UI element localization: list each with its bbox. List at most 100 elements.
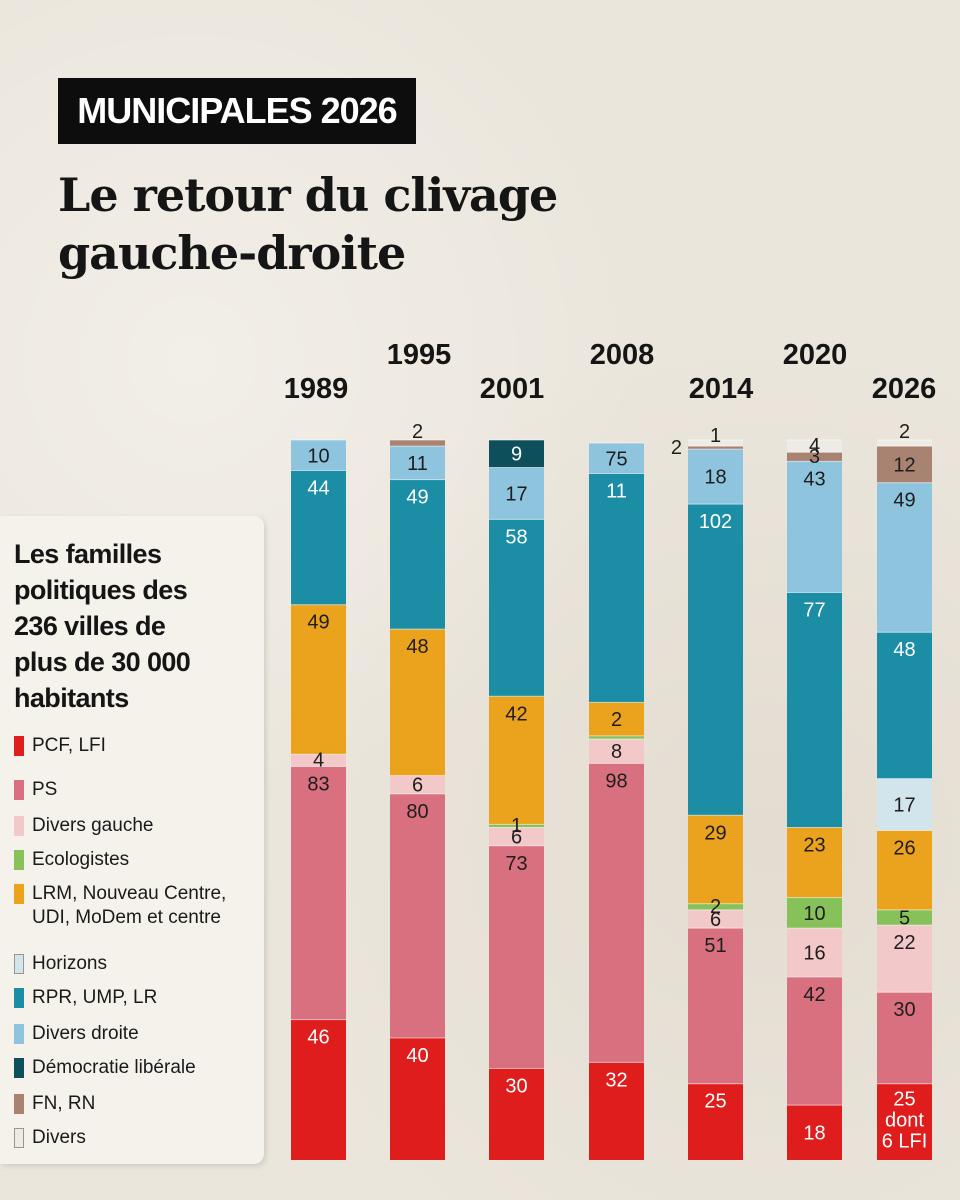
data-label: 26 <box>893 838 915 860</box>
data-label: 6 <box>511 827 522 849</box>
data-label: 29 <box>704 822 726 844</box>
data-label: 4 <box>809 435 820 457</box>
data-label: 30 <box>505 1075 527 1097</box>
bar-segment <box>589 702 644 736</box>
data-label: dont <box>885 1110 924 1132</box>
data-label: 2 <box>671 437 682 459</box>
legend-swatch <box>14 988 24 1008</box>
data-label: 2 <box>412 421 423 443</box>
data-label: 23 <box>803 834 825 856</box>
bar-segment <box>589 1062 644 1160</box>
bar-segment <box>589 738 644 764</box>
data-label: 48 <box>406 636 428 658</box>
kicker-banner: MUNICIPALES 2026 <box>58 78 416 144</box>
data-label: 102 <box>699 511 732 533</box>
data-label: 77 <box>803 600 825 622</box>
bar-segment <box>390 629 445 776</box>
legend-title-line: Les familles <box>14 539 162 569</box>
legend-swatch <box>14 850 24 870</box>
year-label: 2001 <box>480 373 545 405</box>
data-label: 30 <box>893 999 915 1021</box>
legend-card: Les familles politiques des 236 villes d… <box>0 516 264 1164</box>
data-label: 10 <box>803 903 825 925</box>
bar-segment <box>291 604 346 755</box>
legend-title-line: habitants <box>14 683 129 713</box>
bar-segment <box>390 1037 445 1160</box>
bar-segment <box>877 925 932 993</box>
bar-segment <box>688 440 743 447</box>
title-line-2: gauche-droite <box>58 226 406 280</box>
data-label: 42 <box>505 703 527 725</box>
data-label: 80 <box>406 801 428 823</box>
data-label: 6 <box>710 909 721 931</box>
legend-label: Horizons <box>32 953 107 974</box>
bar-segment <box>787 1105 842 1160</box>
bar-segment <box>688 815 743 904</box>
bar-segment <box>291 1019 346 1160</box>
legend-title-line: 236 villes de <box>14 611 166 641</box>
year-label: 2008 <box>590 339 655 371</box>
bar-segment <box>787 976 842 1106</box>
legend-title-line: plus de 30 000 <box>14 647 191 677</box>
data-label: 9 <box>511 444 522 466</box>
data-label: 2 <box>899 421 910 443</box>
legend-label: FN, RN <box>32 1093 96 1114</box>
bar-segment <box>489 440 544 468</box>
bar-segment <box>688 903 743 910</box>
bar-segment <box>291 754 346 767</box>
data-label: 46 <box>307 1027 329 1049</box>
legend-label: Divers droite <box>32 1023 139 1044</box>
bar-column-1989: 1989 46 834 49 44 10 <box>284 373 348 1160</box>
legend-label-line: UDI, MoDem et centre <box>32 907 221 928</box>
year-label: 2014 <box>689 373 754 405</box>
year-label: 1995 <box>387 339 452 371</box>
legend-list: PCF, LFI PS Divers gauche Ecologistes LRM, N… <box>0 516 264 1164</box>
legend-title: Les familles politiques des 236 villes d… <box>14 536 254 716</box>
data-label: 48 <box>893 639 915 661</box>
bar-segment <box>877 992 932 1084</box>
title-line-1: Le retour du clivage <box>58 168 558 222</box>
legend-swatch <box>14 1094 24 1114</box>
bar-segment <box>390 446 445 480</box>
year-label: 2020 <box>783 339 848 371</box>
legend-label: Démocratie libérale <box>32 1057 196 1078</box>
data-label: 3 <box>809 446 820 468</box>
bar-segment <box>688 504 743 816</box>
bar-segment <box>390 775 445 794</box>
bar-segment <box>877 778 932 831</box>
data-label: 1 <box>710 425 721 447</box>
legend-label: LRM, Nouveau Centre, UDI, MoDem et centre <box>32 882 262 930</box>
bar-segment <box>489 1068 544 1160</box>
data-label: 42 <box>803 984 825 1006</box>
bar-segment <box>688 449 743 505</box>
bar-segment <box>688 1083 743 1160</box>
page-title: Le retour du clivage gauche-droite <box>58 166 678 282</box>
data-label: 18 <box>704 467 726 489</box>
bar-segment <box>489 467 544 520</box>
bar-segment <box>877 830 932 910</box>
data-label: 49 <box>406 487 428 509</box>
bar-segment <box>787 897 842 929</box>
data-label: 6 LFI <box>882 1131 928 1153</box>
bar-segment <box>688 928 743 1084</box>
bar-segment <box>390 479 445 630</box>
bar-segment <box>877 446 932 483</box>
data-label: 49 <box>893 490 915 512</box>
legend-swatch <box>14 816 24 836</box>
data-label: 44 <box>307 478 329 500</box>
legend-label: Ecologistes <box>32 849 130 870</box>
bar-segment <box>291 440 346 471</box>
legend-label-line: LRM, Nouveau Centre, <box>32 883 227 904</box>
bar-segment <box>589 473 644 703</box>
bar-segment <box>787 452 842 462</box>
data-label: 49 <box>307 612 329 634</box>
bar-segment <box>489 519 544 697</box>
legend-swatch <box>14 736 24 756</box>
bar-segment <box>390 793 445 1038</box>
data-label: 32 <box>605 1069 627 1091</box>
bar-column-2008: 2008 32 98 8 2 11 75 <box>589 339 654 1160</box>
bar-segment <box>489 824 544 828</box>
year-label: 2026 <box>872 373 937 405</box>
legend-swatch <box>14 1058 24 1078</box>
